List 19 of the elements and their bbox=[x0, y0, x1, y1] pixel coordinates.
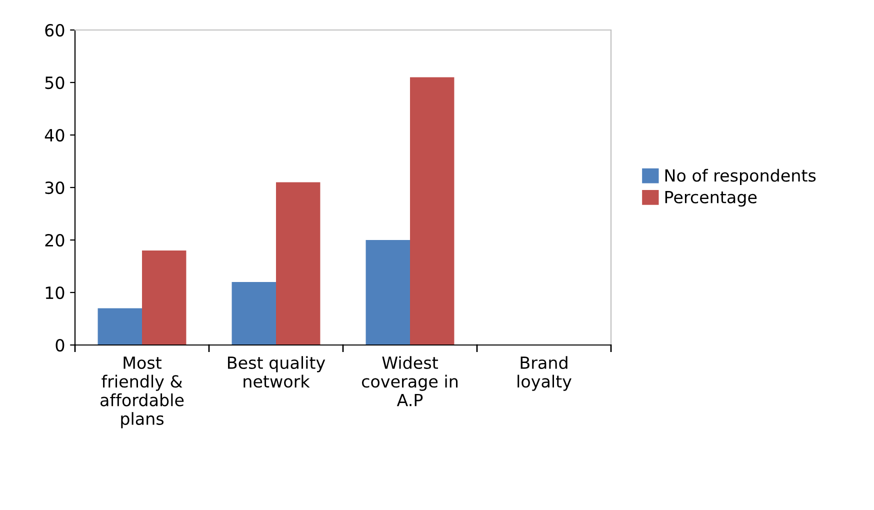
y-tick-label: 50 bbox=[45, 76, 64, 90]
y-tick-label: 20 bbox=[45, 234, 64, 247]
bar bbox=[98, 308, 142, 345]
x-tick-label: Best quality network bbox=[228, 356, 326, 388]
bar bbox=[410, 77, 454, 345]
x-tick-label: Widest coverage in A.P bbox=[362, 356, 458, 406]
y-tick-label: 10 bbox=[46, 286, 64, 300]
y-tick-label: 30 bbox=[45, 181, 64, 194]
legend-label: Percentage bbox=[665, 191, 757, 207]
y-tick-label: 40 bbox=[44, 128, 64, 142]
bar bbox=[366, 240, 410, 345]
x-tick-label: Brand loyalty bbox=[518, 356, 572, 391]
x-tick-label: Most friendly & affordable plans bbox=[100, 356, 184, 428]
bar bbox=[232, 282, 276, 345]
y-tick-label: 60 bbox=[45, 24, 64, 37]
legend-label: No of respondents bbox=[665, 168, 816, 185]
bar bbox=[142, 250, 186, 345]
bar bbox=[276, 182, 320, 345]
y-tick-label: 0 bbox=[56, 338, 64, 352]
